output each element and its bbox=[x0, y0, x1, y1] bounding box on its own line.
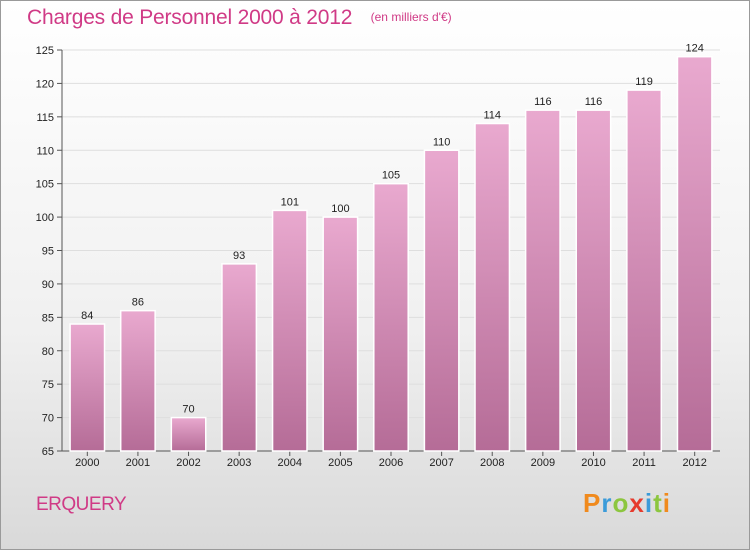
x-tick-label: 2000 bbox=[75, 457, 99, 469]
data-label: 114 bbox=[483, 110, 501, 122]
logo-letter: x bbox=[629, 488, 645, 518]
bar bbox=[474, 122, 511, 452]
bar bbox=[575, 109, 612, 452]
x-tick-label: 2010 bbox=[581, 457, 605, 469]
bar bbox=[221, 263, 258, 452]
y-tick-label: 75 bbox=[42, 379, 54, 391]
data-label: 86 bbox=[132, 297, 144, 309]
y-tick-label: 110 bbox=[36, 145, 54, 157]
data-label: 84 bbox=[81, 310, 93, 322]
y-tick-label: 70 bbox=[42, 413, 54, 425]
x-tick-label: 2003 bbox=[227, 457, 251, 469]
data-label: 105 bbox=[382, 170, 400, 182]
logo-letter: i bbox=[644, 488, 654, 518]
bar bbox=[271, 209, 308, 452]
data-label: 70 bbox=[182, 404, 194, 416]
bar bbox=[676, 55, 713, 452]
data-label: 93 bbox=[233, 250, 245, 262]
x-tick-label: 2011 bbox=[632, 457, 656, 469]
x-tick-label: 2005 bbox=[328, 457, 352, 469]
logo-letter: P bbox=[583, 488, 602, 518]
chart-title-block: Charges de Personnel 2000 à 2012 (en mil… bbox=[27, 6, 452, 30]
data-label: 100 bbox=[331, 203, 349, 215]
data-label: 101 bbox=[281, 196, 299, 208]
logo-letter: o bbox=[612, 488, 630, 518]
y-tick-label: 100 bbox=[36, 212, 54, 224]
labels: 2000 84 2001 86 2002 70 2003 93 2004 101 2005 100 20… bbox=[75, 43, 707, 469]
y-tick-label: 80 bbox=[42, 346, 54, 358]
bar bbox=[69, 323, 106, 452]
y-tick-label: 120 bbox=[36, 78, 54, 90]
chart-subtitle: (en milliers d'€) bbox=[370, 10, 452, 24]
bars bbox=[69, 55, 713, 452]
logo-letter: i bbox=[662, 488, 671, 518]
data-label: 119 bbox=[635, 76, 653, 88]
data-label: 110 bbox=[433, 136, 451, 148]
x-tick-label: 2006 bbox=[379, 457, 403, 469]
bar bbox=[119, 309, 156, 452]
y-tick-label: 65 bbox=[42, 446, 54, 458]
x-tick-label: 2008 bbox=[480, 457, 504, 469]
x-tick-label: 2012 bbox=[682, 457, 706, 469]
bar bbox=[524, 109, 561, 452]
y-tick-label: 95 bbox=[42, 246, 54, 258]
chart-title: Charges de Personnel 2000 à 2012 bbox=[27, 6, 353, 29]
x-tick-label: 2001 bbox=[126, 457, 150, 469]
bar bbox=[170, 416, 207, 452]
bar bbox=[423, 149, 460, 452]
data-label: 116 bbox=[585, 96, 603, 108]
place-name: ERQUERY bbox=[36, 494, 127, 515]
bar bbox=[373, 182, 409, 452]
x-tick-label: 2004 bbox=[278, 457, 302, 469]
y-tick-label: 105 bbox=[36, 179, 54, 191]
y-tick-label: 90 bbox=[42, 279, 54, 291]
x-tick-label: 2009 bbox=[531, 457, 555, 469]
y-tick-label: 115 bbox=[36, 112, 54, 124]
data-label: 124 bbox=[686, 43, 704, 55]
data-label: 116 bbox=[534, 96, 552, 108]
logo-letter: t bbox=[653, 488, 663, 518]
logo-letter: r bbox=[601, 488, 613, 518]
y-tick-label: 125 bbox=[36, 45, 54, 57]
bar bbox=[322, 216, 359, 452]
bar bbox=[626, 89, 663, 452]
x-tick-label: 2007 bbox=[429, 457, 453, 469]
x-tick-label: 2002 bbox=[176, 457, 200, 469]
proxiti-logo[interactable]: Proxiti bbox=[583, 488, 671, 519]
y-tick-label: 85 bbox=[42, 312, 54, 324]
